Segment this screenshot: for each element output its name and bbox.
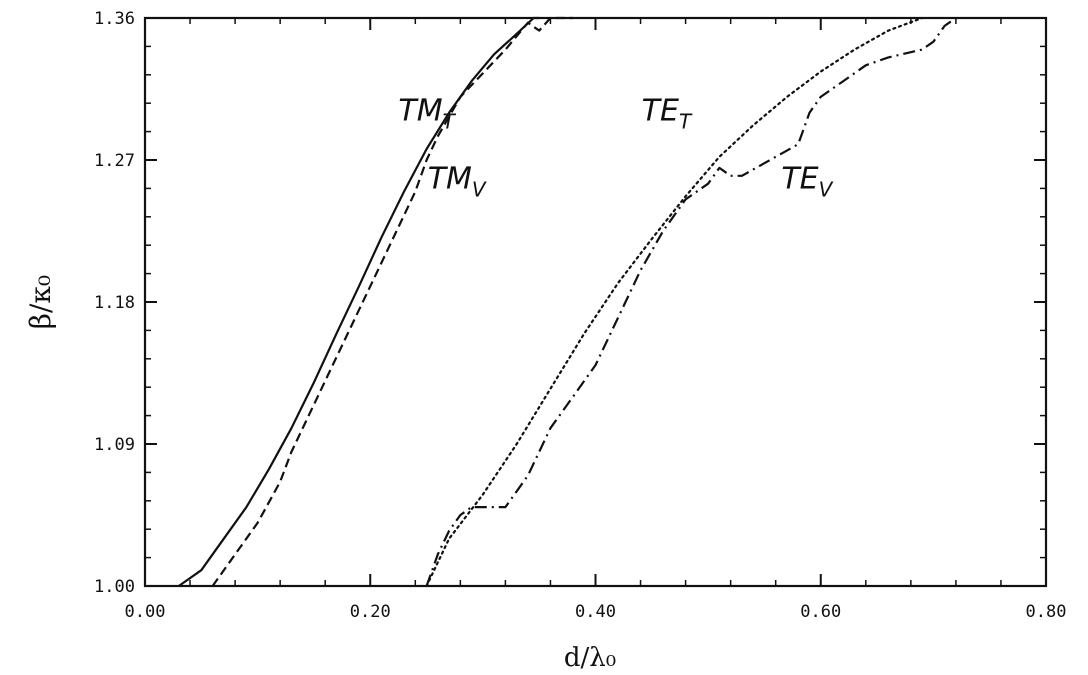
- series-label-main: TM: [398, 94, 442, 129]
- series-label-sub: V: [472, 177, 487, 201]
- series-label-te-t: TET: [642, 94, 693, 134]
- series-line-te-v: [425, 17, 957, 587]
- series-label-tm-t: TMT: [398, 94, 456, 134]
- x-tick-label: 0.80: [1026, 602, 1067, 622]
- series-label-tm-v: TMV: [428, 161, 487, 201]
- x-tick-label: 0.20: [350, 602, 391, 622]
- series-label-main: TE: [781, 161, 818, 196]
- ticks: 0.00 0.20 0.40 0.60 0.80 1.00 1.09 1.18 1.27 1.36: [94, 9, 1066, 622]
- series-label-sub: T: [679, 110, 693, 134]
- y-tick-label: 1.09: [94, 435, 135, 455]
- y-tick-label: 1.00: [94, 577, 135, 597]
- series-label-te-v: TEV: [781, 161, 833, 201]
- y-axis-label: β/κ₀: [24, 275, 57, 329]
- series-label-main: TM: [428, 161, 472, 196]
- x-tick-label: 0.60: [800, 602, 841, 622]
- plot-frame: [143, 16, 1048, 588]
- y-tick-label: 1.36: [94, 9, 135, 29]
- series-label-sub: T: [443, 110, 457, 134]
- x-axis-label: d/λ₀: [564, 643, 616, 673]
- series-layer: [178, 16, 957, 588]
- series-line-tm-t: [178, 16, 540, 587]
- series-label-sub: V: [819, 177, 834, 201]
- x-tick-label: 0.40: [575, 602, 616, 622]
- series-line-tm-v: [211, 16, 573, 587]
- series-label-main: TE: [642, 94, 679, 129]
- series-line-te-t: [425, 16, 924, 588]
- y-tick-label: 1.18: [94, 293, 135, 313]
- y-tick-label: 1.27: [94, 151, 135, 171]
- x-tick-label: 0.00: [125, 602, 166, 622]
